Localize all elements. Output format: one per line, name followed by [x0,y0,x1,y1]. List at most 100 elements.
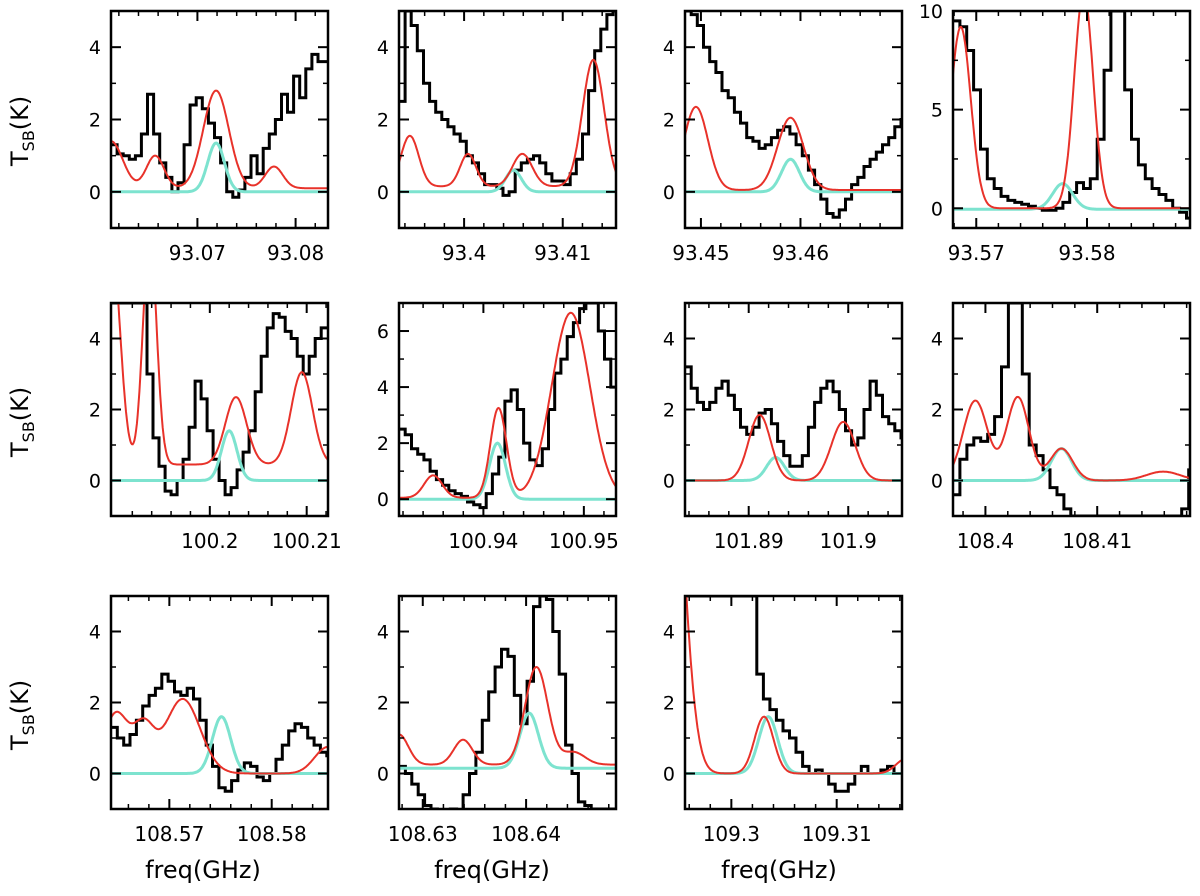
x-tick-label: 101.9 [820,529,877,553]
y-tick-label: 2 [663,110,675,132]
y-tick-label: 4 [377,377,389,399]
y-tick-label: 0 [663,471,675,493]
ylabel-main: T [6,442,34,457]
x-tick-label: 108.4 [957,529,1014,553]
spectrum-panel: 0 2 4 108.57 108.58 [89,594,330,846]
spectrum-panel: 0 2 4 93.4 93.41 [377,9,618,265]
x-axis-label-col-1: freq(GHz) [145,856,261,884]
y-tick-label: 2 [931,400,943,422]
x-tick-label: 109.31 [802,822,872,846]
ylabel-main: T [6,735,34,750]
x-tick-label: 93.46 [772,241,829,265]
ylabel-main: T [6,151,34,166]
spectrum-panel: 0 2 4 93.45 93.46 [663,9,904,265]
ylabel-unit: (K) [6,679,34,715]
y-tick-label: 4 [931,329,943,351]
y-tick-label: 0 [663,764,675,786]
model-line-curve [399,168,616,194]
x-tick-label: 108.63 [388,822,458,846]
spectrum-panel: 0 5 10 93.57 93.58 [919,1,1192,265]
panel-frame [109,301,330,518]
x-tick-label: 100.95 [549,529,619,553]
x-tick-label: 108.64 [491,822,561,846]
y-tick-label: 4 [89,622,101,644]
model-line-curve [399,441,616,501]
plot-area [111,303,328,497]
model-total-curve [399,665,616,766]
y-tick-label: 5 [931,100,943,122]
x-tick-label: 109.3 [703,822,760,846]
observed-spectrum [111,672,328,793]
plot-area [399,596,616,809]
model-line-curve [685,455,902,482]
y-axis-label-row-1: TSB(K) [6,96,38,166]
y-tick-label: 0 [377,489,389,511]
y-tick-label: 2 [89,110,101,132]
panel-frame [683,594,904,811]
plot-area [685,365,902,482]
y-tick-label: 4 [663,622,675,644]
plot-area [111,672,328,793]
y-axis-label-row-3: TSB(K) [6,680,38,750]
spectrum-panel: 0 2 4 100.2 100.21 [89,301,342,553]
model-total-curve [111,89,328,190]
model-line-curve [111,429,328,482]
x-tick-label: 93.58 [1058,241,1115,265]
model-total-curve [685,596,902,775]
x-tick-label: 101.89 [714,529,784,553]
ylabel-sub: SB [18,421,38,443]
plot-area [953,303,1190,516]
ylabel-unit: (K) [6,386,34,422]
x-axis-label-col-3: freq(GHz) [721,856,837,884]
panel-frame [951,301,1192,518]
y-tick-label: 2 [663,400,675,422]
plot-area [685,596,902,793]
spectrum-panel: 0 2 4 101.89 101.9 [663,301,904,553]
panel-frame [397,594,618,811]
y-tick-label: 0 [89,764,101,786]
y-tick-label: 0 [931,198,943,220]
x-tick-label: 108.41 [1062,529,1132,553]
y-tick-label: 4 [89,329,101,351]
observed-spectrum [111,303,328,497]
model-line-curve [685,715,902,775]
model-total-curve [685,105,902,191]
model-total-curve [111,697,328,775]
y-tick-label: 0 [931,471,943,493]
model-total-curve [953,11,1190,210]
ylabel-sub: SB [18,130,38,152]
observed-spectrum [399,11,616,197]
x-tick-label: 108.57 [134,822,204,846]
observed-spectrum [685,11,902,219]
model-line-curve [953,447,1190,482]
y-tick-label: 6 [377,321,389,343]
y-tick-label: 0 [89,471,101,493]
y-tick-label: 2 [377,110,389,132]
model-total-curve [399,58,616,188]
spectrum-panel: 0 2 4 108.63 108.64 [377,594,618,846]
y-tick-label: 2 [89,400,101,422]
plot-area [685,11,902,219]
y-tick-label: 10 [919,1,943,23]
y-tick-label: 4 [663,37,675,59]
spectrum-panel: 0 2 4 93.07 93.08 [89,9,330,265]
model-total-curve [117,303,328,466]
panel-frame [951,9,1192,230]
plot-area [111,52,328,199]
x-tick-label: 100.21 [272,529,342,553]
spectrum-panel: 0 2 4 108.4 108.41 [931,301,1192,553]
ylabel-sub: SB [18,714,38,736]
y-tick-label: 0 [377,182,389,204]
model-line-curve [399,711,616,770]
plot-area [399,11,616,197]
y-tick-label: 4 [663,329,675,351]
panel-frame [109,9,330,230]
model-total-curve [953,395,1190,482]
model-total-curve [685,413,902,482]
model-total-curve [399,311,616,499]
x-tick-label: 93.08 [267,241,324,265]
model-line-curve [685,157,902,194]
x-tick-label: 100.94 [448,529,518,553]
x-tick-label: 93.57 [948,241,1005,265]
